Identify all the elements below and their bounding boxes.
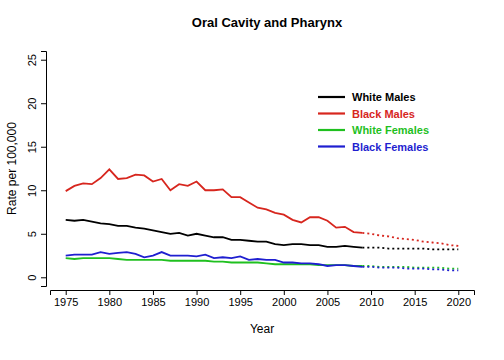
x-axis-title: Year bbox=[250, 322, 274, 336]
x-tick-mark bbox=[415, 290, 416, 295]
x-tick-mark bbox=[240, 290, 241, 295]
legend-swatch bbox=[318, 129, 345, 131]
y-tick-mark bbox=[41, 147, 46, 148]
x-axis: 1975 1980 1985 1990 1995 2000 2005 2010 2015 2020 bbox=[51, 290, 475, 308]
x-tick: 2000 bbox=[272, 290, 296, 308]
series-line bbox=[66, 220, 363, 248]
legend-swatch bbox=[318, 145, 345, 147]
x-tick-label: 2010 bbox=[359, 296, 383, 308]
series-line bbox=[362, 266, 458, 269]
y-tick-label: 15 bbox=[26, 141, 38, 153]
x-tick-mark bbox=[327, 290, 328, 295]
legend-label: White Females bbox=[352, 124, 429, 136]
x-tick-label: 1975 bbox=[54, 296, 78, 308]
x-tick-label: 1985 bbox=[141, 296, 165, 308]
x-tick-mark bbox=[153, 290, 154, 295]
x-tick-label: 2005 bbox=[316, 296, 340, 308]
x-tick-label: 2015 bbox=[403, 296, 427, 308]
x-tick-mark bbox=[197, 290, 198, 295]
y-tick-mark bbox=[41, 60, 46, 61]
y-tick-mark bbox=[41, 277, 46, 278]
legend-label: Black Males bbox=[352, 108, 415, 120]
series-line bbox=[66, 169, 363, 233]
legend-swatch bbox=[318, 112, 345, 114]
x-tick: 1975 bbox=[54, 290, 78, 308]
chart: Oral Cavity and Pharynx19751980198519901… bbox=[0, 0, 504, 360]
x-tick-label: 1990 bbox=[185, 296, 209, 308]
x-tick: 2005 bbox=[316, 290, 340, 308]
x-tick-label: 1995 bbox=[228, 296, 252, 308]
x-tick-mark bbox=[458, 290, 459, 295]
y-tick-label: 10 bbox=[26, 185, 38, 197]
y-tick-label: 20 bbox=[26, 98, 38, 110]
series-line bbox=[362, 267, 458, 270]
y-tick-label: 25 bbox=[26, 54, 38, 66]
y-tick: 5 bbox=[26, 231, 46, 237]
x-tick: 1985 bbox=[141, 290, 165, 308]
y-tick-mark bbox=[41, 190, 46, 191]
y-tick-mark bbox=[41, 234, 46, 235]
x-tick: 1980 bbox=[98, 290, 122, 308]
x-tick-label: 2020 bbox=[447, 296, 471, 308]
y-tick: 0 bbox=[26, 275, 46, 281]
x-tick: 1995 bbox=[228, 290, 252, 308]
y-axis-title: Rate per 100,000 bbox=[5, 122, 19, 215]
title: Oral Cavity and Pharynx bbox=[192, 15, 343, 30]
x-axis-line bbox=[51, 291, 475, 296]
x-tick-label: 2000 bbox=[272, 296, 296, 308]
legend: White Males Black Males White Females Black… bbox=[318, 91, 429, 153]
x-tick: 2020 bbox=[447, 290, 471, 308]
y-axis: 0 5 10 15 20 25 bbox=[26, 52, 47, 287]
x-tick: 2015 bbox=[403, 290, 427, 308]
x-tick-label: 1980 bbox=[98, 296, 122, 308]
y-tick: 20 bbox=[26, 98, 46, 110]
legend-swatch bbox=[318, 96, 345, 98]
x-tick-mark bbox=[109, 290, 110, 295]
y-tick: 10 bbox=[26, 185, 46, 197]
plot-area bbox=[66, 169, 459, 270]
x-tick: 2010 bbox=[359, 290, 383, 308]
legend-label: Black Females bbox=[352, 141, 428, 153]
x-tick-mark bbox=[66, 290, 67, 295]
y-tick: 15 bbox=[26, 141, 46, 153]
x-tick: 1990 bbox=[185, 290, 209, 308]
series-line bbox=[362, 248, 458, 250]
series-line bbox=[362, 233, 458, 246]
y-tick: 25 bbox=[26, 54, 46, 66]
y-tick-label: 5 bbox=[26, 231, 38, 237]
x-tick-mark bbox=[371, 290, 372, 295]
y-axis-line bbox=[41, 52, 47, 287]
x-tick-mark bbox=[284, 290, 285, 295]
series-line bbox=[66, 252, 363, 267]
legend-label: White Males bbox=[352, 91, 416, 103]
y-tick-mark bbox=[41, 103, 46, 104]
y-tick-label: 0 bbox=[26, 275, 38, 281]
